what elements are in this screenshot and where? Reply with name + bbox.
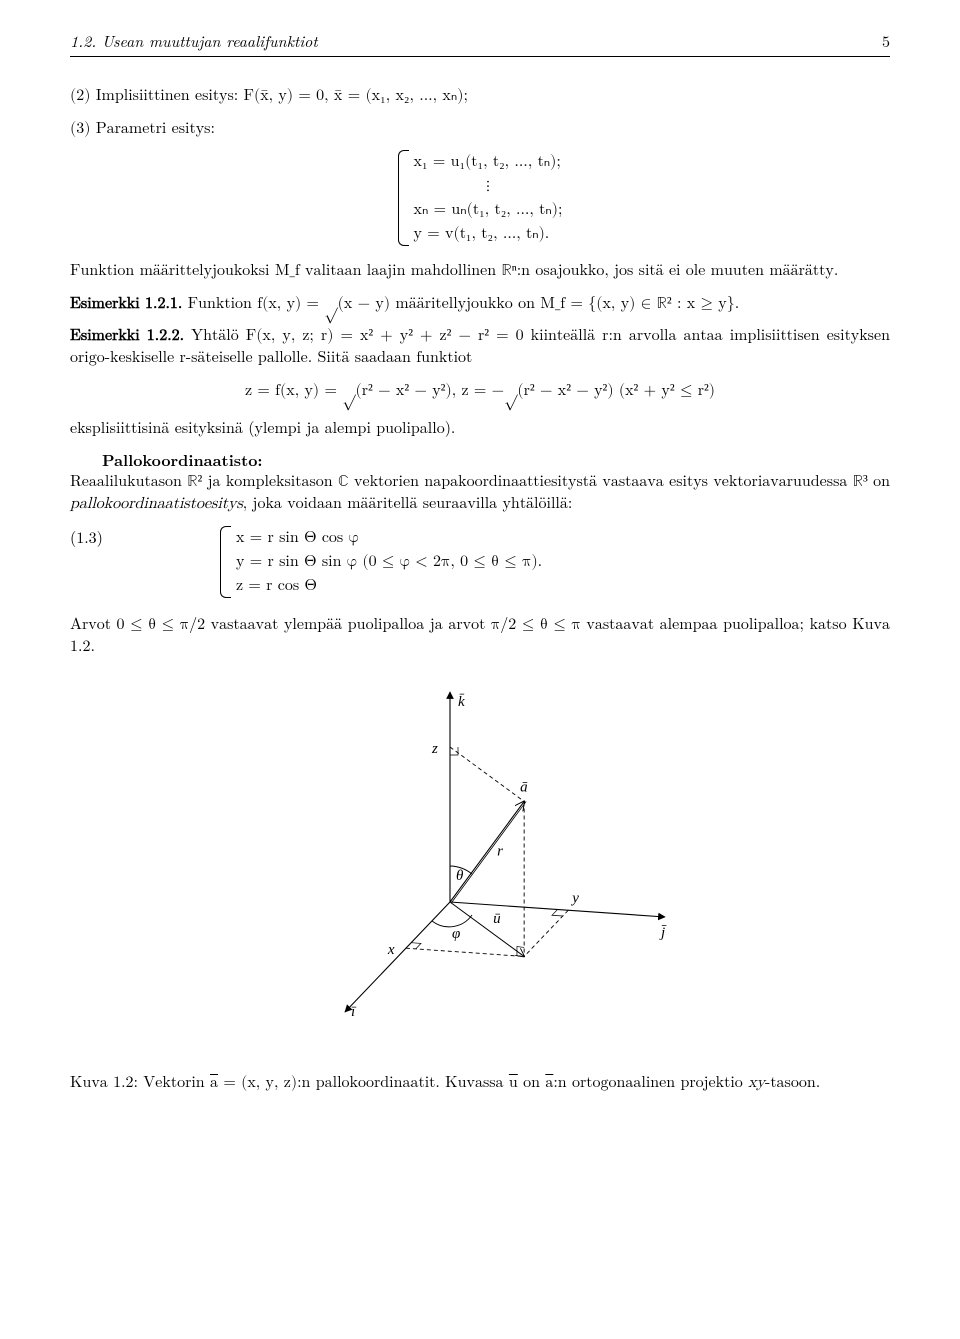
svg-text:z: z — [431, 741, 438, 757]
eq13-row2: y = r sin Θ sin φ (0 ≤ φ < 2π, 0 ≤ θ ≤ π… — [236, 550, 542, 574]
example-121: Esimerkki 1.2.1. Funktion f(x, y) = √(x … — [70, 293, 890, 315]
eq13-row1: x = r sin Θ cos φ — [236, 526, 542, 550]
brace1-row4: y = v(t₁, t₂, …, tₙ). — [414, 222, 563, 246]
brace1-row-vdots: ⋮ — [414, 174, 563, 198]
svg-text:ī: ī — [351, 1004, 357, 1020]
page-number: 5 — [882, 30, 890, 52]
svg-text:j̄: j̄ — [659, 925, 667, 941]
svg-text:k̄: k̄ — [458, 694, 465, 710]
pallo-heading: Pallokoordinaatisto: — [102, 448, 263, 471]
parametric-brace: x₁ = u₁(t₁, t₂, …, tₙ); ⋮ xₙ = uₙ(t₁, t₂… — [70, 150, 890, 246]
spherical-intro-c: , joka voidaan määritellä seuraavilla yh… — [243, 496, 573, 512]
spherical-coords-diagram: k̄ z ā θ r y j̄ φ ū x ī — [270, 672, 690, 1052]
figure-1-2-caption: Kuva 1.2: Vektorin a = (x, y, z):n pallo… — [70, 1072, 890, 1094]
sphere-eq: z = f(x, y) = √(r² − x² − y²), z = −√(r²… — [70, 380, 890, 402]
example-122-body: Yhtälö F(x, y, z; r) = x² + y² + z² − r²… — [70, 328, 890, 366]
svg-text:φ: φ — [452, 926, 460, 942]
svg-text:x: x — [387, 943, 395, 959]
brace1-row1: x₁ = u₁(t₁, t₂, …, tₙ); — [414, 150, 563, 174]
section-title: 1.2. Usean muuttujan reaalifunktiot — [70, 29, 318, 52]
eq13-row3: z = r cos Θ — [236, 574, 542, 598]
running-head: 1.2. Usean muuttujan reaalifunktiot 5 — [70, 30, 890, 57]
spherical-intro: Reaalilukutason ℝ² ja kompleksitason ℂ v… — [70, 471, 890, 516]
example-122: Esimerkki 1.2.2. Yhtälö F(x, y, z; r) = … — [70, 325, 890, 370]
item-3-intro: (3) Parametri esitys: — [70, 118, 890, 140]
figure-1-2: k̄ z ā θ r y j̄ φ ū x ī — [70, 672, 890, 1057]
hemisphere-range-paragraph: Arvot 0 ≤ θ ≤ π/2 vastaavat ylempää puol… — [70, 614, 890, 659]
svg-text:θ: θ — [456, 868, 464, 884]
svg-text:r: r — [497, 844, 503, 860]
example-122-label: Esimerkki 1.2.2. — [70, 328, 184, 344]
eq-1-3-number: (1.3) — [70, 526, 103, 548]
svg-text:ā: ā — [520, 780, 528, 796]
item-2: (2) Implisiittinen esitys: F(x̄, y) = 0,… — [70, 85, 890, 107]
svg-text:ū: ū — [493, 912, 501, 928]
example-121-label: Esimerkki 1.2.1. — [70, 296, 182, 312]
spherical-intro-b: pallokoordinaatistoesitys — [70, 496, 243, 512]
domain-paragraph: Funktion määrittelyjoukoksi M_f valitaan… — [70, 260, 890, 282]
brace1-row3: xₙ = uₙ(t₁, t₂, …, tₙ); — [414, 198, 563, 222]
svg-text:y: y — [570, 891, 579, 907]
example-121-body: Funktion f(x, y) = √(x − y) määritellyjo… — [182, 296, 739, 312]
hemispheres-paragraph: eksplisiittisinä esityksinä (ylempi ja a… — [70, 416, 890, 438]
eq-1-3: (1.3) x = r sin Θ cos φ y = r sin Θ sin … — [70, 526, 890, 598]
spherical-heading-paragraph: Pallokoordinaatisto: — [70, 449, 890, 471]
spherical-intro-a: Reaalilukutason ℝ² ja kompleksitason ℂ v… — [70, 474, 890, 490]
